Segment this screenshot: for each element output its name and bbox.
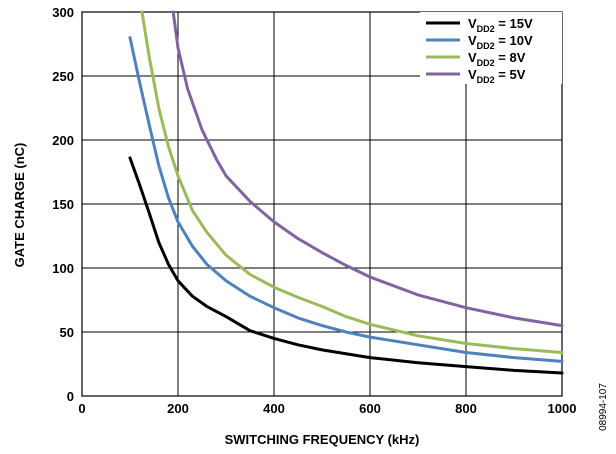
y-tick-label: 150 [52,197,74,212]
y-tick-label: 200 [52,133,74,148]
x-tick-label: 0 [78,401,85,416]
legend-entry: VDD2 = 5V [468,67,526,85]
series-layer [128,10,564,375]
y-tick-label: 0 [67,389,74,404]
legend-entry-rest: = 15V [495,16,533,31]
legend-entry-subscript: DD2 [477,75,495,85]
y-axis-title: GATE CHARGE (nC) [12,143,27,268]
series-line-2 [128,36,564,363]
legend-entry-main: V [468,33,477,48]
plot-frame [81,11,563,397]
legend-entry-subscript: DD2 [477,41,495,51]
x-tick-label: 400 [263,401,285,416]
legend-entry-subscript: DD2 [477,58,495,68]
x-tick-label: 600 [359,401,381,416]
legend-entry-main: V [468,16,477,31]
series-line-3 [140,10,564,354]
y-tick-label: 250 [52,69,74,84]
x-tick-label: 1000 [548,401,577,416]
figure-id: 08994-107 [598,383,609,431]
legend-entry: VDD2 = 15V [468,16,533,34]
x-tick-label: 800 [455,401,477,416]
series-line-4 [171,10,564,328]
tick-labels: 0 200 400 600 800 1000 0 50 100 150 200 250 300 [52,5,576,416]
series-line-1 [128,156,564,375]
legend-entry-rest: = 5V [495,67,526,82]
x-tick-label: 200 [167,401,189,416]
y-tick-label: 50 [60,325,74,340]
legend-entry: VDD2 = 10V [468,33,533,51]
x-axis-title: SWITCHING FREQUENCY (kHz) [225,432,420,447]
legend-entry-subscript: DD2 [477,24,495,34]
legend-entry-rest: = 10V [495,33,533,48]
y-tick-label: 300 [52,5,74,20]
legend-entry-main: V [468,50,477,65]
y-tick-label: 100 [52,261,74,276]
legend-entry: VDD2 = 8V [468,50,526,68]
legend-entry-main: V [468,67,477,82]
legend-entry-rest: = 8V [495,50,526,65]
